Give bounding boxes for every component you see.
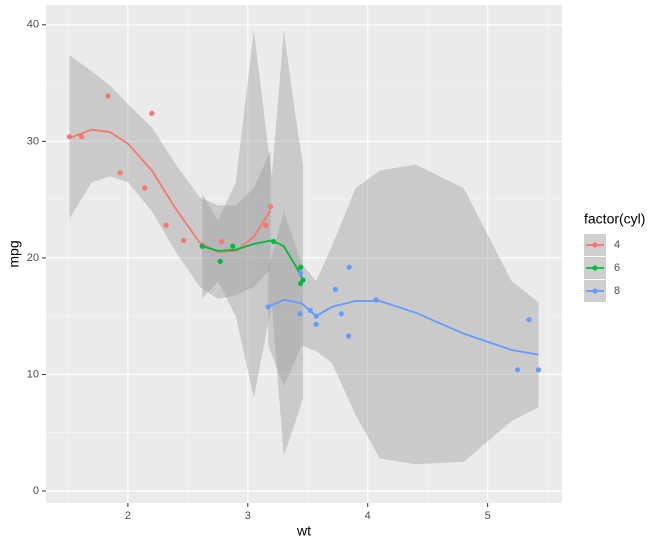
legend-label: 6 (614, 262, 620, 274)
y-tick-label: 20 (27, 252, 39, 264)
point (526, 317, 532, 323)
point (332, 286, 338, 292)
smooth-line (201, 239, 304, 281)
point (515, 367, 521, 373)
y-tick-label: 40 (27, 19, 39, 31)
point (297, 311, 303, 317)
legend-point (592, 288, 598, 294)
point (181, 237, 187, 244)
point (263, 222, 269, 228)
smooth-line (69, 128, 272, 253)
x-axis-title: wt (296, 523, 311, 539)
point (230, 243, 236, 249)
legend-label: 8 (614, 285, 620, 297)
y-axis-title: mpg (6, 240, 22, 267)
point (307, 307, 313, 313)
point (297, 280, 304, 287)
point (346, 264, 352, 270)
point (66, 134, 73, 140)
confidence-ribbon (69, 55, 271, 299)
legend-title: factor(cyl) (584, 211, 645, 227)
x-tick-label: 4 (365, 510, 371, 522)
point (265, 304, 271, 310)
confidence-ribbon (202, 30, 303, 457)
confidence-ribbon (268, 164, 539, 465)
y-tick-label: 10 (27, 368, 39, 380)
legend-point (592, 242, 598, 248)
legend-label: 4 (614, 239, 620, 251)
point (297, 264, 304, 270)
x-tick-label: 5 (485, 510, 491, 522)
x-tick-label: 2 (125, 510, 131, 522)
point (268, 204, 274, 210)
legend-point (592, 265, 598, 271)
point (142, 185, 148, 191)
point (79, 134, 85, 140)
point (297, 270, 304, 276)
panel (46, 5, 562, 503)
point (535, 367, 542, 373)
point (338, 311, 344, 317)
point (271, 238, 277, 245)
point (149, 110, 155, 116)
point (163, 222, 169, 228)
point (105, 93, 111, 99)
point (199, 243, 205, 249)
x-tick-label: 3 (245, 510, 251, 522)
point (345, 333, 352, 339)
point (373, 297, 379, 303)
point (313, 321, 319, 327)
point (217, 258, 223, 265)
y-tick-label: 30 (27, 135, 39, 147)
smooth-line (267, 298, 539, 356)
point (313, 313, 319, 319)
y-tick-label: 0 (33, 485, 39, 497)
point (218, 238, 225, 245)
point (117, 170, 123, 176)
